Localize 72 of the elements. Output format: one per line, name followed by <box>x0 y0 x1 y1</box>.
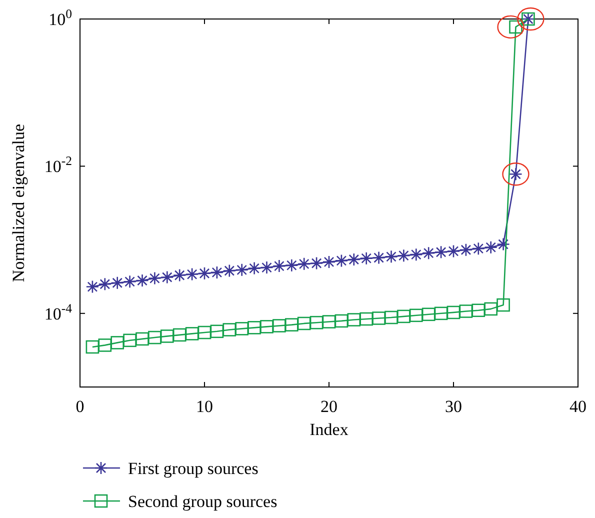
point <box>496 298 510 312</box>
point <box>484 302 498 316</box>
point <box>185 268 199 281</box>
point <box>260 320 274 334</box>
point <box>272 319 286 332</box>
point <box>334 254 348 268</box>
point <box>260 260 274 274</box>
x-tick-label: 10 <box>196 397 213 416</box>
point <box>86 340 100 354</box>
legend-label: Second group sources <box>128 492 278 511</box>
x-tick-label: 40 <box>570 397 586 416</box>
point <box>210 266 224 280</box>
point <box>297 257 311 271</box>
point <box>397 248 410 262</box>
legend-label: First group sources <box>128 459 258 478</box>
point <box>310 256 324 270</box>
point <box>222 264 236 278</box>
point <box>446 244 460 258</box>
point <box>198 326 212 340</box>
point <box>322 255 336 269</box>
point <box>459 243 473 257</box>
point <box>172 328 186 342</box>
point <box>123 275 136 288</box>
point <box>110 276 124 290</box>
point <box>285 318 298 332</box>
point <box>185 327 199 340</box>
point <box>136 332 149 346</box>
point <box>360 312 373 326</box>
point <box>422 246 436 260</box>
point <box>459 304 473 318</box>
x-tick-label: 0 <box>76 397 84 416</box>
point <box>123 334 136 348</box>
point <box>235 263 248 277</box>
point <box>334 314 348 328</box>
point <box>297 316 311 330</box>
point <box>222 323 236 336</box>
point <box>360 252 373 265</box>
point <box>347 252 361 266</box>
x-tick-label: 30 <box>445 397 462 416</box>
point <box>98 338 112 352</box>
point <box>372 312 386 325</box>
y-tick-label: 10$^{-4}$ <box>44 301 73 324</box>
point <box>198 266 212 280</box>
point <box>235 322 248 336</box>
point <box>397 310 410 324</box>
point <box>446 306 460 320</box>
point <box>110 336 124 350</box>
point <box>310 316 324 330</box>
point <box>422 308 436 322</box>
point <box>347 313 361 326</box>
x-axis-title: Index <box>310 420 349 439</box>
point <box>410 248 423 262</box>
point <box>372 251 386 264</box>
point <box>272 259 286 273</box>
point <box>248 321 261 334</box>
point <box>410 308 423 322</box>
point <box>322 315 336 328</box>
point <box>434 306 448 320</box>
point <box>210 324 224 338</box>
point <box>285 258 298 272</box>
y-tick-label: 10$^{0}$ <box>48 7 72 29</box>
y-axis-title: Normalized eigenvalue <box>9 124 28 282</box>
point <box>434 245 448 259</box>
y-tick-label: 10$^{-2}$ <box>44 154 72 176</box>
point <box>248 262 261 275</box>
point <box>160 330 174 343</box>
point <box>384 250 398 264</box>
point <box>472 304 486 318</box>
x-tick-label: 20 <box>320 397 338 416</box>
point <box>148 330 162 344</box>
point <box>472 242 486 256</box>
point <box>384 310 398 324</box>
